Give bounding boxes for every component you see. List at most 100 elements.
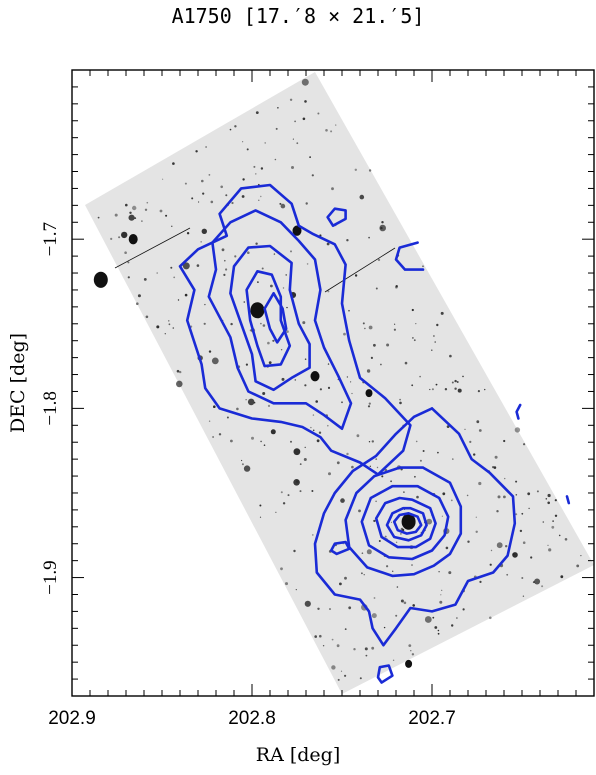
image-speck [399, 401, 402, 405]
image-speck [515, 494, 518, 496]
image-speck [201, 179, 204, 183]
image-speck [376, 466, 379, 469]
image-speck [145, 315, 149, 319]
image-speck [294, 120, 296, 123]
x-tick-label: 202.9 [48, 708, 96, 729]
image-speck [255, 111, 259, 114]
image-speck [478, 429, 482, 432]
image-speck [273, 253, 276, 255]
image-speck [466, 494, 469, 497]
contour-north-3 [229, 244, 311, 392]
image-speck [429, 388, 431, 391]
image-speck [125, 203, 128, 207]
image-speck [331, 638, 334, 641]
image-speck [390, 521, 393, 524]
image-speck [339, 582, 342, 586]
image-speck [419, 375, 421, 378]
image-speck [205, 146, 208, 148]
image-speck [542, 521, 545, 523]
image-speck [336, 644, 340, 648]
x-axis-label: RA [deg] [255, 744, 341, 766]
image-speck [127, 276, 130, 279]
y-axis-label: DEC [deg] [7, 332, 29, 434]
image-speck [306, 263, 309, 265]
image-speck [494, 455, 498, 459]
image-speck [299, 490, 302, 493]
image-speck [176, 369, 180, 373]
image-speck [277, 107, 279, 109]
image-speck [452, 458, 454, 460]
image-speck [441, 589, 443, 591]
image-speck [450, 499, 453, 502]
image-speck [292, 138, 294, 140]
image-speck [172, 327, 175, 329]
image-speck [560, 575, 564, 579]
image-speck [351, 392, 353, 395]
image-speck [411, 564, 413, 566]
bright-source [128, 234, 138, 245]
image-speck [159, 209, 163, 213]
image-speck [114, 213, 118, 217]
image-speck [375, 458, 378, 460]
image-speck [264, 142, 267, 144]
image-speck [165, 214, 168, 217]
image-speck [473, 453, 476, 456]
image-speck [522, 595, 525, 597]
image-speck [413, 339, 416, 342]
image-speck [341, 401, 343, 404]
image-speck [375, 500, 377, 503]
axes: 202.9 202.8 202.7 −1.7 −1.8 −1.9 [40, 70, 595, 729]
image-speck [558, 534, 561, 537]
image-speck [433, 335, 435, 337]
image-speck [282, 287, 285, 289]
image-speck [390, 480, 392, 483]
image-speck [346, 452, 349, 456]
contour-arc-east-mid [515, 403, 522, 420]
image-speck [490, 549, 493, 552]
image-speck [262, 324, 266, 327]
image-speck [467, 540, 470, 543]
image-speck [365, 654, 368, 657]
image-speck [444, 388, 448, 391]
image-speck [282, 502, 286, 505]
image-speck [247, 398, 255, 406]
image-speck [168, 323, 171, 326]
image-speck [319, 634, 322, 638]
image-speck [412, 604, 416, 607]
image-speck [270, 284, 273, 288]
image-speck [426, 518, 433, 525]
image-speck [327, 424, 329, 427]
image-speck [255, 242, 258, 245]
image-speck [400, 533, 402, 535]
image-speck [362, 322, 365, 325]
image-speck [312, 429, 315, 432]
image-speck [410, 650, 412, 652]
image-speck [371, 646, 375, 650]
image-speck [330, 130, 333, 133]
image-speck [484, 388, 486, 391]
image-speck [234, 255, 237, 258]
image-speck [156, 272, 158, 274]
image-speck [522, 541, 526, 544]
y-tick-label: −1.8 [40, 391, 61, 425]
image-speck [196, 264, 200, 267]
image-speck [218, 433, 222, 436]
image-speck [434, 626, 438, 629]
bright-source [93, 271, 108, 288]
image-speck [373, 343, 376, 347]
image-speck [208, 350, 212, 353]
image-speck [454, 387, 457, 390]
image-speck [515, 513, 518, 516]
image-speck [312, 414, 315, 416]
image-speck [530, 556, 533, 559]
chart-title: A1750 [17.′8 × 21.′5] [171, 4, 425, 28]
image-speck [268, 361, 272, 364]
contour-north-outer [178, 183, 412, 476]
image-speck [346, 376, 349, 378]
image-speck [434, 341, 437, 343]
image-speck [348, 309, 350, 312]
image-speck [436, 323, 439, 327]
image-speck [223, 273, 226, 276]
image-speck [392, 659, 395, 661]
